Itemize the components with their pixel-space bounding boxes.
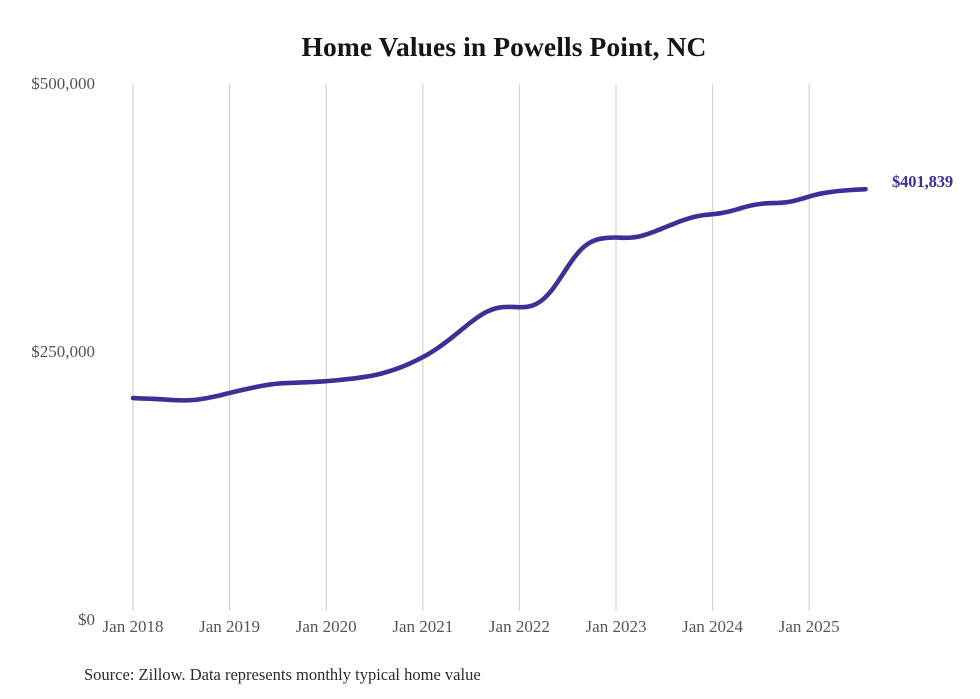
x-axis-tick-jan-2022: Jan 2022 <box>488 617 550 636</box>
x-axis-tick-jan-2020: Jan 2020 <box>295 617 357 636</box>
y-axis-tick-250000: $250,000 <box>31 342 95 361</box>
page-title: Home Values in Powells Point, NC <box>301 31 707 62</box>
x-axis-tick-jan-2021: Jan 2021 <box>392 617 454 636</box>
x-axis-tick-jan-2019: Jan 2019 <box>199 617 261 636</box>
end-value-annotation: $401,839 <box>892 172 954 191</box>
y-axis-tick-0: $0 <box>78 610 95 629</box>
source-caption: Source: Zillow. Data represents monthly … <box>84 665 481 684</box>
gridlines-group <box>132 84 810 611</box>
x-axis-tick-jan-2018: Jan 2018 <box>102 617 164 636</box>
x-axis-tick-jan-2025: Jan 2025 <box>778 617 840 636</box>
x-axis-tick-jan-2024: Jan 2024 <box>682 617 744 636</box>
data-series-line <box>130 186 868 403</box>
y-axis-tick-500000: $500,000 <box>31 74 95 93</box>
x-axis-tick-jan-2023: Jan 2023 <box>585 617 647 636</box>
